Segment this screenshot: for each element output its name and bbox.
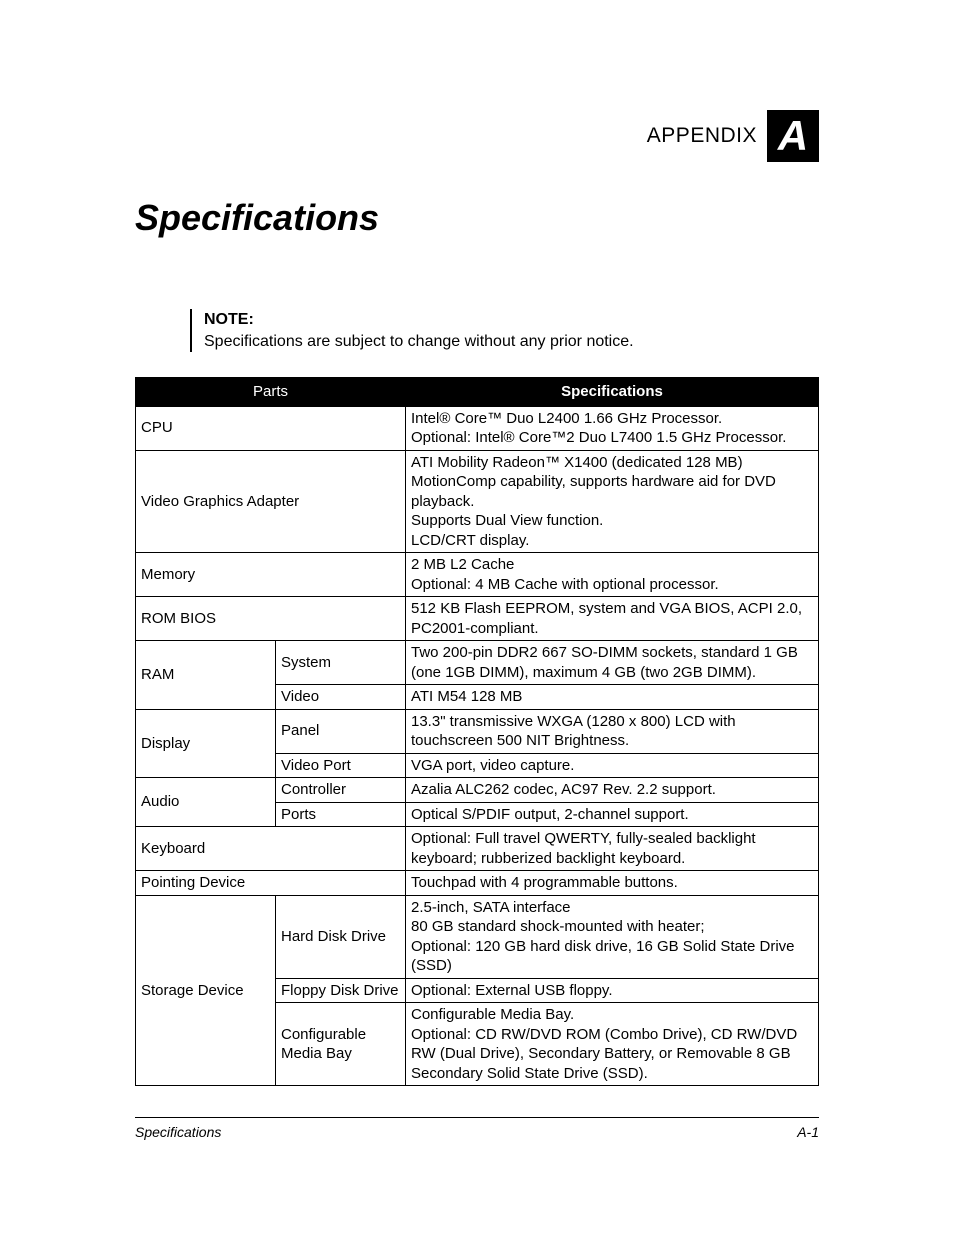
cell-sublabel: Configurable Media Bay <box>276 1003 406 1086</box>
table-row: Audio Controller Azalia ALC262 codec, AC… <box>136 778 819 803</box>
cell-spec: Two 200-pin DDR2 667 SO-DIMM sockets, st… <box>406 641 819 685</box>
cell-spec: Configurable Media Bay.Optional: CD RW/D… <box>406 1003 819 1086</box>
cell-label: Display <box>136 709 276 778</box>
spec-table: Parts Specifications CPU Intel® Core™ Du… <box>135 377 819 1086</box>
footer-right: A-1 <box>797 1124 819 1140</box>
cell-spec: VGA port, video capture. <box>406 753 819 778</box>
table-row: Video Graphics Adapter ATI Mobility Rade… <box>136 450 819 553</box>
cell-sublabel: Panel <box>276 709 406 753</box>
cell-spec: 2.5-inch, SATA interface80 GB standard s… <box>406 895 819 978</box>
header-spec: Specifications <box>406 378 819 407</box>
cell-spec: ATI Mobility Radeon™ X1400 (dedicated 12… <box>406 450 819 553</box>
cell-spec: Optical S/PDIF output, 2-channel support… <box>406 802 819 827</box>
header-parts: Parts <box>136 378 406 407</box>
table-row: Keyboard Optional: Full travel QWERTY, f… <box>136 827 819 871</box>
cell-label: Audio <box>136 778 276 827</box>
cell-spec: 2 MB L2 CacheOptional: 4 MB Cache with o… <box>406 553 819 597</box>
cell-sublabel: Hard Disk Drive <box>276 895 406 978</box>
table-row: RAM System Two 200-pin DDR2 667 SO-DIMM … <box>136 641 819 685</box>
appendix-letter-box: A <box>767 110 819 162</box>
table-row: CPU Intel® Core™ Duo L2400 1.66 GHz Proc… <box>136 406 819 450</box>
cell-sublabel: Floppy Disk Drive <box>276 978 406 1003</box>
table-row: Storage Device Hard Disk Drive 2.5-inch,… <box>136 895 819 978</box>
cell-sublabel: System <box>276 641 406 685</box>
footer-left: Specifications <box>135 1124 221 1140</box>
cell-sublabel: Ports <box>276 802 406 827</box>
cell-sublabel: Video <box>276 685 406 710</box>
table-row: Pointing Device Touchpad with 4 programm… <box>136 871 819 896</box>
cell-label: Memory <box>136 553 406 597</box>
note-text: Specifications are subject to change wit… <box>204 333 634 350</box>
cell-label: Storage Device <box>136 895 276 1086</box>
table-row: Memory 2 MB L2 CacheOptional: 4 MB Cache… <box>136 553 819 597</box>
cell-sublabel: Video Port <box>276 753 406 778</box>
page-footer: Specifications A-1 <box>135 1117 819 1140</box>
cell-spec: 512 KB Flash EEPROM, system and VGA BIOS… <box>406 597 819 641</box>
cell-label: Video Graphics Adapter <box>136 450 406 553</box>
cell-spec: 13.3" transmissive WXGA (1280 x 800) LCD… <box>406 709 819 753</box>
cell-label: RAM <box>136 641 276 710</box>
cell-label: Pointing Device <box>136 871 406 896</box>
cell-sublabel: Controller <box>276 778 406 803</box>
table-row: ROM BIOS 512 KB Flash EEPROM, system and… <box>136 597 819 641</box>
cell-label: CPU <box>136 406 406 450</box>
note-block: NOTE: Specifications are subject to chan… <box>190 309 819 352</box>
note-label: NOTE: <box>204 311 254 328</box>
page: APPENDIX A Specifications NOTE: Specific… <box>0 0 954 1235</box>
cell-spec: Optional: Full travel QWERTY, fully-seal… <box>406 827 819 871</box>
cell-spec: Azalia ALC262 codec, AC97 Rev. 2.2 suppo… <box>406 778 819 803</box>
appendix-label: APPENDIX <box>647 124 757 148</box>
cell-label: Keyboard <box>136 827 406 871</box>
appendix-header: APPENDIX A <box>135 110 819 162</box>
table-row: Display Panel 13.3" transmissive WXGA (1… <box>136 709 819 753</box>
cell-spec: ATI M54 128 MB <box>406 685 819 710</box>
page-title: Specifications <box>135 197 819 239</box>
cell-spec: Intel® Core™ Duo L2400 1.66 GHz Processo… <box>406 406 819 450</box>
cell-spec: Touchpad with 4 programmable buttons. <box>406 871 819 896</box>
cell-label: ROM BIOS <box>136 597 406 641</box>
cell-spec: Optional: External USB floppy. <box>406 978 819 1003</box>
